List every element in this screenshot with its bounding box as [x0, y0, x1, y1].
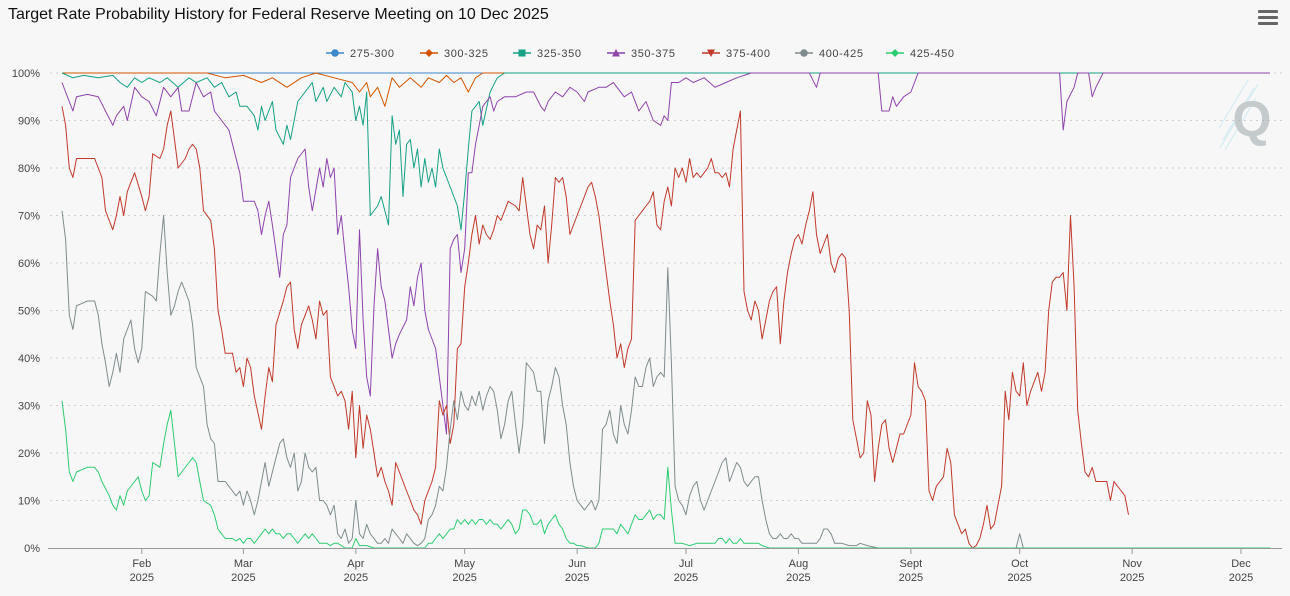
legend-marker-square: [518, 49, 526, 57]
y-tick-label: 70%: [18, 211, 40, 223]
series-lines: [61, 72, 1270, 549]
x-tick-year: 2025: [786, 572, 810, 584]
legend-marker-triangle-down: [707, 49, 715, 57]
y-tick-label: 20%: [18, 448, 40, 460]
hamburger-menu-icon[interactable]: [1258, 10, 1278, 28]
y-tick-label: 80%: [18, 163, 40, 175]
x-tick-month: Nov: [1122, 558, 1142, 570]
legend-label: 300-325: [444, 48, 489, 60]
x-tick-year: 2025: [1120, 572, 1144, 584]
x-tick-month: Apr: [347, 558, 364, 570]
x-tick-month: Mar: [234, 558, 253, 570]
y-tick-label: 100%: [12, 68, 40, 80]
legend-label: 275-300: [350, 48, 395, 60]
legend-marker-circle: [800, 49, 808, 57]
legend: 275-300 300-325 325-350 350-375 375-400 400-4…: [326, 48, 955, 60]
x-tick-month: Oct: [1011, 558, 1028, 570]
x-tick-month: Jun: [568, 558, 586, 570]
y-tick-label: 60%: [18, 258, 40, 270]
watermark-logo: Q: [1218, 79, 1272, 151]
series-line-300-325[interactable]: [62, 72, 1270, 107]
x-tick-year: 2025: [1229, 572, 1253, 584]
y-tick-label: 90%: [18, 116, 40, 128]
y-tick-label: 30%: [18, 401, 40, 413]
legend-marker-diamond: [891, 49, 899, 57]
x-tick-year: 2025: [565, 572, 589, 584]
y-tick-label: 40%: [18, 353, 40, 365]
x-tick-month: Feb: [132, 558, 151, 570]
axes: 0% 10% 20% 30% 40% 50% 60% 70% 80% 90% 100% Feb 2025…: [12, 68, 1282, 584]
y-tick-label: 10%: [18, 496, 40, 508]
grid-lines: [50, 72, 1282, 501]
x-tick-year: 2025: [899, 572, 923, 584]
legend-label: 425-450: [910, 48, 955, 60]
legend-item-425-450[interactable]: 425-450: [886, 48, 955, 60]
legend-label: 375-400: [726, 48, 771, 60]
x-tick-month: Aug: [789, 558, 809, 570]
legend-label: 325-350: [537, 48, 582, 60]
x-tick-month: Jul: [679, 558, 693, 570]
legend-item-350-375[interactable]: 350-375: [607, 48, 676, 60]
x-tick-year: 2025: [130, 572, 154, 584]
watermark-letter: Q: [1233, 91, 1272, 147]
x-tick-year: 2025: [674, 572, 698, 584]
legend-label: 400-425: [819, 48, 864, 60]
legend-marker-triangle: [612, 49, 620, 57]
legend-item-325-350[interactable]: 325-350: [513, 48, 582, 60]
series-line-400-425[interactable]: [61, 210, 1270, 549]
x-tick-year: 2025: [344, 572, 368, 584]
x-tick-year: 2025: [452, 572, 476, 584]
y-tick-label: 50%: [18, 306, 40, 318]
x-tick-month: Dec: [1231, 558, 1251, 570]
series-line-325-350[interactable]: [61, 72, 1270, 231]
x-tick-year: 2025: [231, 572, 255, 584]
legend-item-275-300[interactable]: 275-300: [326, 48, 395, 60]
legend-label: 350-375: [631, 48, 676, 60]
y-tick-label: 0%: [24, 543, 40, 555]
legend-marker-circle: [331, 49, 339, 57]
legend-marker-diamond: [425, 49, 433, 57]
legend-item-300-325[interactable]: 300-325: [420, 48, 489, 60]
legend-item-375-400[interactable]: 375-400: [702, 48, 771, 60]
series-line-425-450[interactable]: [61, 400, 1270, 549]
chart-title: Target Rate Probability History for Fede…: [8, 6, 549, 23]
x-tick-year: 2025: [1007, 572, 1031, 584]
x-tick-month: Sept: [900, 558, 923, 570]
series-line-350-375[interactable]: [61, 72, 1270, 435]
x-tick-month: May: [454, 558, 475, 570]
series-line-375-400[interactable]: [61, 106, 1129, 549]
legend-item-400-425[interactable]: 400-425: [795, 48, 864, 60]
